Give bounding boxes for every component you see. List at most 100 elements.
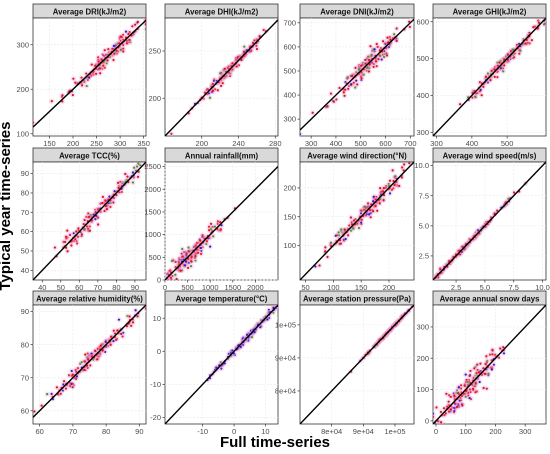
point-layer [165, 305, 278, 424]
data-point [97, 60, 100, 63]
data-point [187, 261, 191, 264]
data-point [119, 180, 122, 183]
data-point [103, 66, 106, 69]
data-point [448, 394, 451, 397]
data-point [402, 169, 405, 172]
data-point [324, 246, 327, 249]
data-point [385, 185, 388, 188]
data-point [374, 58, 377, 61]
data-point [179, 269, 182, 272]
data-point [368, 63, 371, 66]
data-point [498, 61, 501, 64]
data-point [245, 333, 249, 336]
data-point [329, 241, 333, 244]
data-point [226, 67, 229, 70]
data-point [120, 48, 123, 51]
data-point [124, 30, 128, 33]
data-point [114, 51, 117, 54]
data-point [99, 210, 102, 213]
data-point [92, 73, 95, 76]
data-point [64, 387, 68, 390]
data-point [97, 207, 100, 211]
data-point [499, 347, 502, 350]
x-tick-label: 0 [232, 427, 236, 436]
panel-2: Average DHI(kJ/m2) 200 240 280 200 250 [148, 3, 282, 148]
data-point [392, 187, 395, 190]
data-point [503, 64, 506, 67]
data-point [94, 208, 97, 211]
x-tick-label: 80 [112, 283, 120, 292]
data-point [89, 74, 93, 77]
data-point [76, 235, 80, 238]
data-point [119, 35, 122, 38]
data-point [132, 176, 135, 179]
data-point [72, 239, 76, 242]
x-tick-label: 70 [94, 283, 102, 292]
data-point [144, 164, 146, 168]
data-point [515, 43, 519, 46]
data-point [253, 39, 256, 42]
data-point [134, 309, 137, 312]
x-tick-label: 70 [69, 427, 77, 436]
data-point [121, 47, 125, 50]
data-point [459, 253, 462, 256]
data-point [212, 79, 216, 83]
data-point [216, 220, 220, 223]
data-point [360, 64, 363, 67]
data-point [377, 58, 380, 61]
data-point [121, 33, 125, 36]
data-point [537, 21, 541, 24]
data-point [46, 393, 49, 396]
data-point [50, 392, 53, 395]
data-point [213, 88, 217, 91]
data-point [220, 224, 223, 227]
data-point [361, 61, 364, 64]
data-point [131, 25, 134, 28]
data-point [484, 75, 487, 78]
x-tick-label: 50 [301, 283, 309, 292]
data-point [390, 188, 393, 191]
point-halo [168, 284, 173, 289]
data-point [115, 49, 118, 52]
fit-line [33, 19, 146, 128]
data-point [495, 209, 499, 212]
data-point [381, 40, 385, 43]
data-point [235, 65, 238, 68]
data-point [359, 212, 363, 215]
x-tick-label: 150 [355, 283, 368, 292]
data-point [365, 212, 369, 216]
x-tick-label: 1500 [224, 283, 241, 292]
data-point [391, 169, 394, 172]
data-point [453, 394, 456, 397]
data-point [223, 67, 226, 70]
data-point [267, 308, 270, 311]
data-point [368, 58, 371, 62]
data-point [352, 219, 355, 222]
data-point [126, 175, 129, 178]
data-point [101, 201, 104, 205]
x-tick-label: 2.5 [451, 283, 461, 292]
data-point [487, 372, 490, 375]
data-point [351, 227, 354, 230]
data-point [443, 414, 446, 417]
data-point [205, 242, 208, 246]
panel-title: Average station pressure(Pa) [303, 295, 411, 304]
data-point [239, 345, 242, 349]
data-point [71, 373, 74, 376]
data-point [465, 378, 468, 382]
data-point [111, 47, 114, 50]
data-point [455, 406, 458, 409]
data-point [349, 216, 353, 219]
data-point [485, 361, 488, 364]
data-point [201, 246, 204, 249]
data-point [82, 222, 85, 226]
data-point [169, 276, 173, 279]
data-point [87, 358, 90, 361]
data-point [493, 75, 496, 78]
data-point [472, 376, 475, 379]
data-point [124, 172, 127, 176]
data-point [363, 208, 367, 211]
data-point [480, 94, 483, 97]
data-point [75, 370, 78, 373]
data-point [367, 70, 371, 73]
